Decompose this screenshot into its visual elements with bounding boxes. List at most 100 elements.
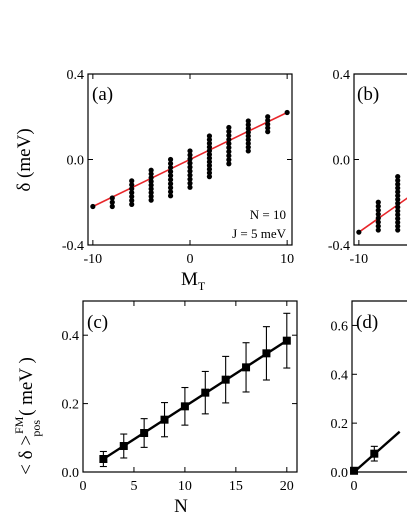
data-point [148, 167, 154, 173]
data-point [245, 148, 251, 154]
data-point [226, 128, 232, 135]
data-point [160, 415, 169, 424]
x-tick-label: 15 [229, 479, 243, 494]
y-tick-label: 0.2 [62, 398, 80, 413]
x-tick-label: -10 [84, 252, 103, 267]
y-tick-label: 0.6 [331, 319, 349, 334]
panel-c-ylabel-text: < δ >FM pos ( meV ) [12, 357, 43, 475]
data-point [350, 466, 359, 475]
data-point [395, 185, 401, 191]
data-point [129, 201, 135, 207]
data-point [375, 199, 381, 205]
data-point [167, 160, 174, 167]
data-point [226, 161, 232, 167]
panel-c-fit-line [102, 339, 288, 461]
data-point [265, 114, 271, 120]
data-point [370, 449, 379, 458]
panel-a-ticks: -0.4 0.0 0.4 -10 0 10 [62, 68, 294, 267]
panel-a-annotation-j: J = 5 meV [232, 226, 287, 241]
data-point [395, 189, 401, 195]
data-point [167, 193, 174, 199]
panel-c-ylabel-sub: pos [29, 420, 43, 437]
panel-c-xlabel: N [174, 496, 188, 517]
data-point [265, 117, 271, 124]
data-point [221, 375, 230, 384]
panel-c-frame [82, 300, 298, 473]
data-point [395, 212, 401, 218]
data-point [206, 148, 213, 154]
panel-c-ylabel: < δ >FM pos ( meV ) [12, 357, 43, 475]
data-point [375, 203, 381, 209]
panel-d-label: (d) [356, 312, 378, 333]
data-point [148, 175, 154, 181]
panel-b: -0.4 0.0 0.4 -10 (b) [328, 68, 407, 267]
x-tick-label: 0 [187, 252, 194, 267]
panel-c-ylabel-main: < δ > [16, 435, 37, 475]
panel-a: -0.4 0.0 0.4 -10 0 10 (a) N = 10 J = 5 meV δ … [14, 68, 294, 293]
data-point [187, 168, 193, 174]
data-point [206, 174, 213, 180]
data-point [187, 156, 193, 162]
data-point [226, 136, 232, 143]
x-tick-label: -10 [350, 252, 369, 267]
panel-c-ylabel-sup: FM [12, 416, 26, 434]
data-point [395, 196, 401, 203]
y-tick-label: 0.2 [331, 417, 349, 432]
data-point [226, 145, 232, 151]
data-point [245, 140, 251, 147]
panel-a-label: (a) [92, 84, 113, 105]
data-point [148, 182, 154, 188]
data-point [245, 133, 251, 139]
x-tick-label: 10 [280, 252, 294, 267]
data-point [375, 207, 381, 213]
data-point [284, 109, 290, 116]
data-point [148, 186, 154, 192]
x-tick-label: 0 [80, 479, 87, 494]
data-point [167, 189, 174, 195]
data-point [395, 174, 401, 180]
data-point [129, 182, 135, 188]
data-point [99, 455, 108, 464]
data-point [167, 164, 174, 171]
y-tick-label: 0.0 [62, 466, 80, 481]
data-point [395, 181, 401, 187]
fit-line [102, 339, 288, 461]
data-point [201, 388, 210, 397]
data-point [180, 402, 189, 411]
panel-a-xlabel-main: M [181, 269, 198, 290]
panel-a-ylabel: δ (meV) [14, 128, 35, 191]
data-point [265, 125, 271, 131]
data-point [167, 185, 174, 191]
panel-d: 0.0 0.2 0.4 0.6 0 (d) [331, 300, 407, 494]
y-tick-label: 0.0 [333, 154, 351, 169]
data-point [167, 177, 174, 183]
data-point [206, 159, 213, 165]
data-point [187, 180, 193, 186]
data-point [129, 190, 135, 196]
panel-a-annotation-n: N = 10 [250, 207, 286, 222]
x-tick-label: 20 [280, 479, 294, 494]
data-point [226, 132, 232, 139]
data-point [242, 363, 251, 372]
panel-c-label: (c) [87, 312, 108, 333]
data-point [282, 336, 291, 345]
data-point [129, 178, 135, 184]
data-point [226, 149, 232, 155]
data-point [148, 193, 154, 199]
data-point [206, 170, 213, 176]
y-tick-label: 0.4 [62, 329, 80, 344]
data-point [187, 148, 193, 154]
data-point [356, 229, 362, 235]
panel-a-points [90, 109, 290, 210]
data-point [206, 151, 213, 158]
data-point [226, 140, 232, 147]
data-point [148, 197, 154, 203]
data-point [226, 157, 232, 163]
data-point [187, 172, 193, 178]
data-point [140, 429, 149, 438]
y-tick-label: 0.4 [67, 68, 85, 83]
y-tick-label: -0.4 [328, 239, 350, 254]
data-point [226, 153, 232, 159]
data-point [167, 173, 174, 179]
